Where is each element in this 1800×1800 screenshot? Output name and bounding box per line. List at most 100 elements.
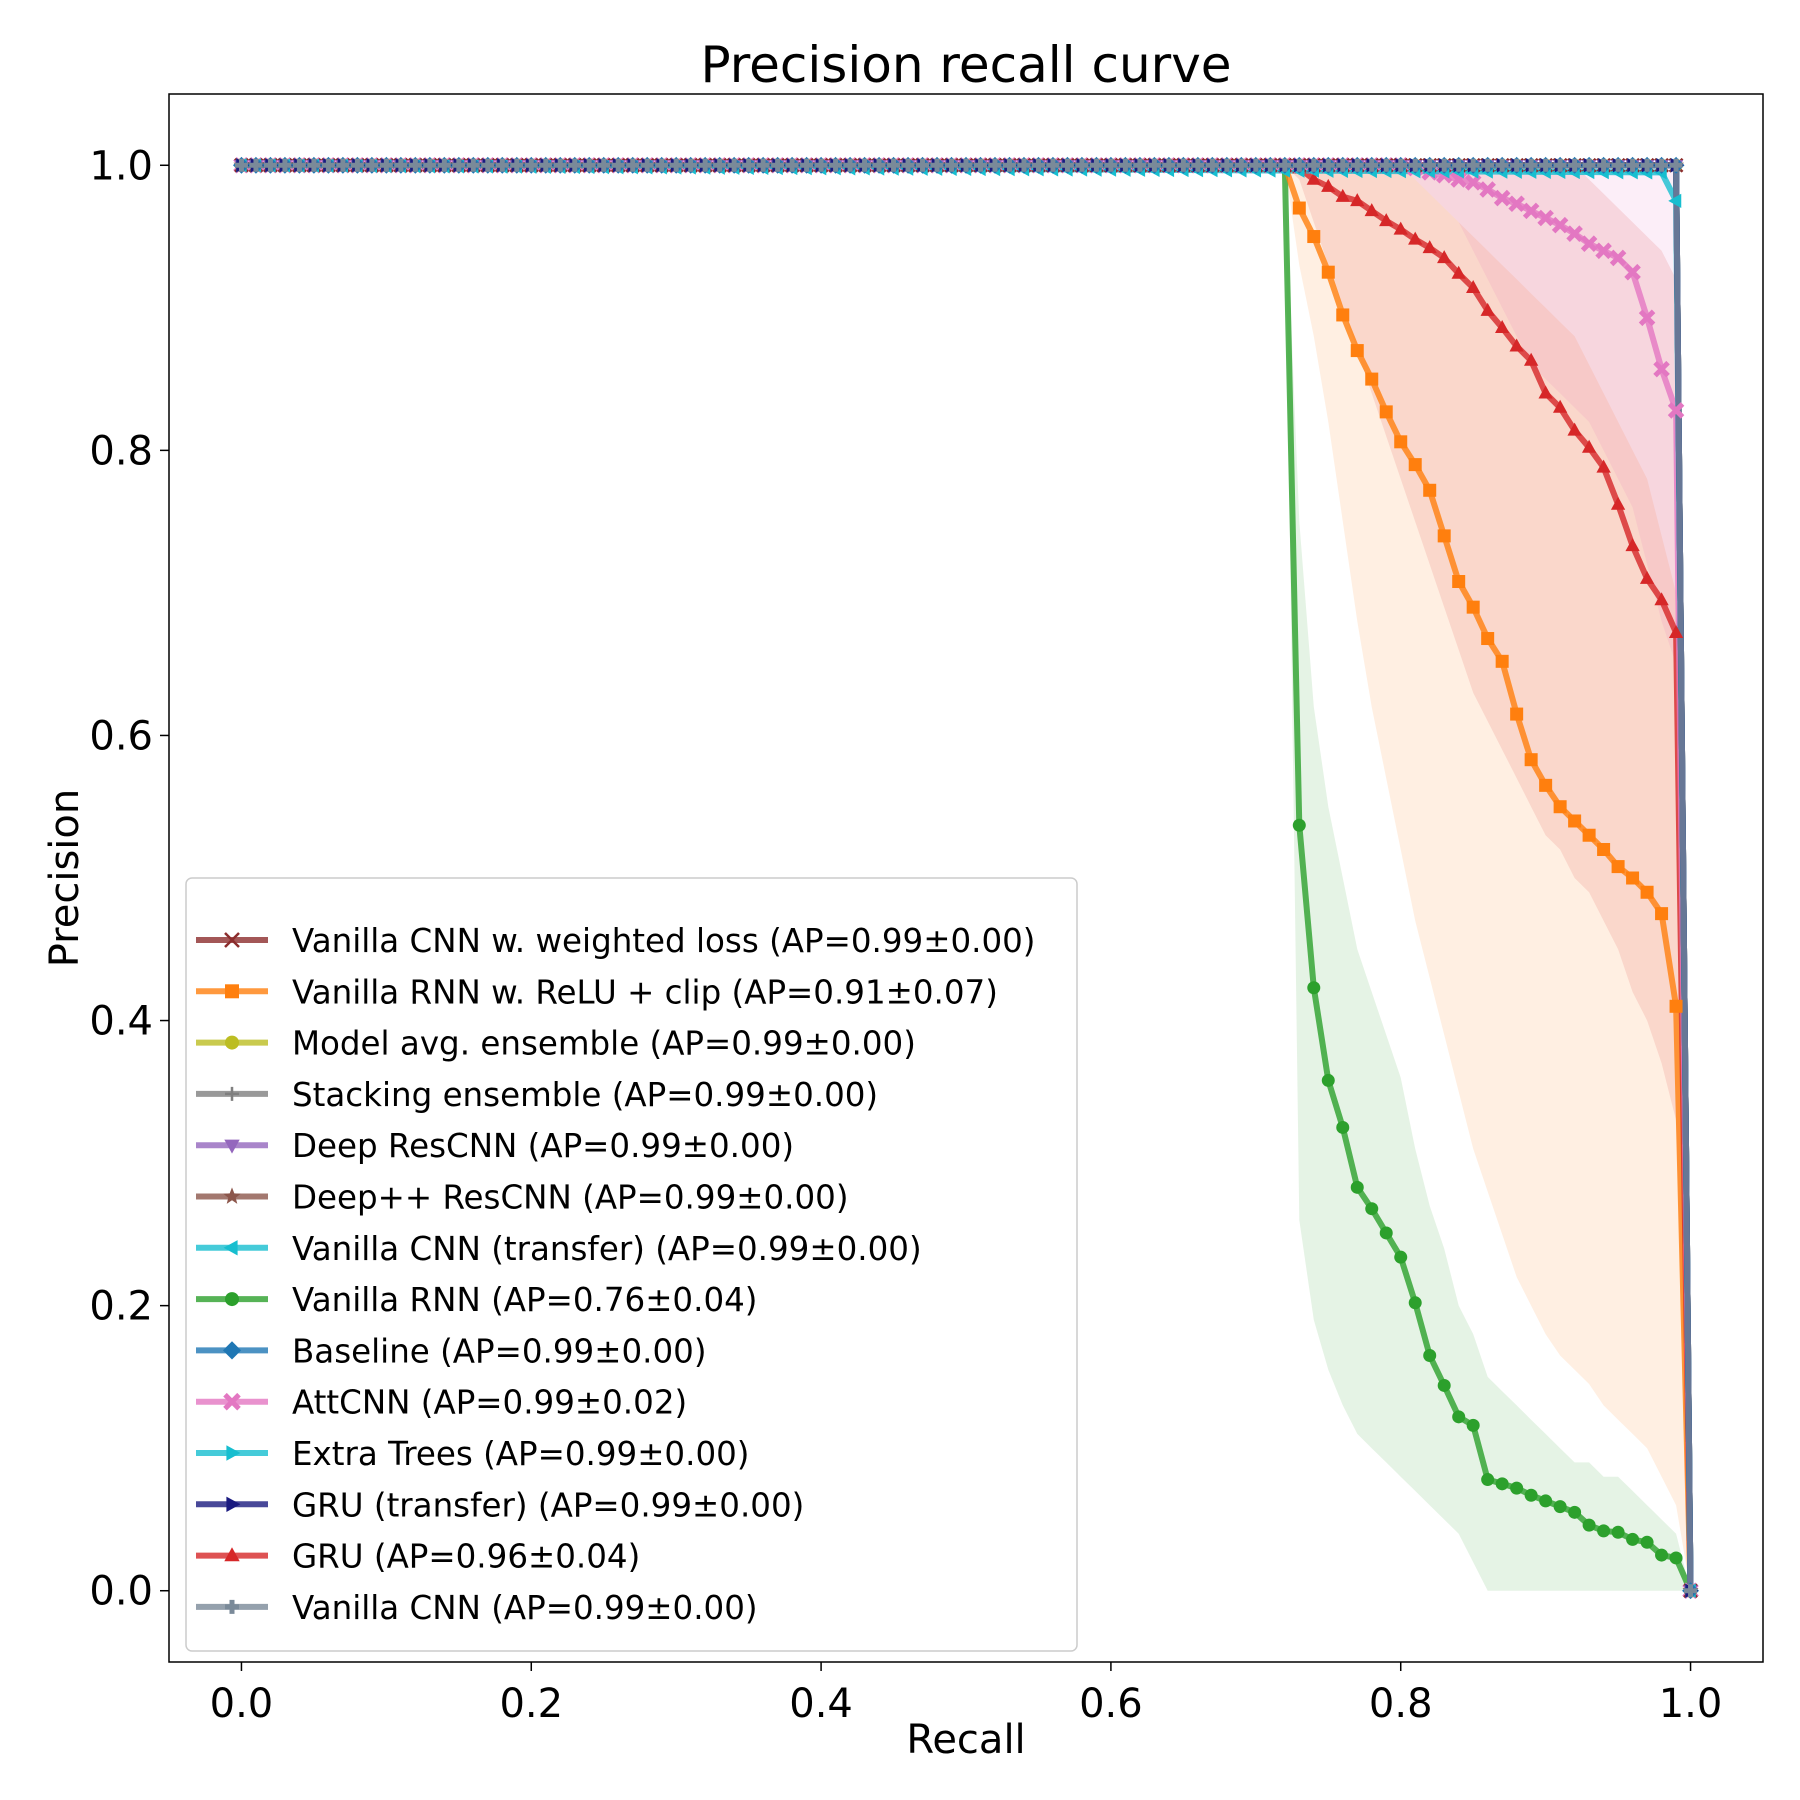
marker-gru [1466, 280, 1481, 294]
marker-vanilla-rnn-w-relu-clip [1466, 600, 1480, 614]
marker-vanilla-cnn [1002, 158, 1016, 172]
x-tick-label: 0.0 [210, 1681, 274, 1727]
marker-vanilla-rnn-w-relu-clip [1394, 435, 1408, 449]
marker-gru [1408, 231, 1423, 245]
marker-vanilla-cnn [1466, 158, 1480, 172]
marker-gru [1610, 496, 1626, 510]
marker-attcnn [1566, 225, 1583, 242]
marker-vanilla-cnn [1205, 158, 1219, 172]
marker-vanilla-rnn-w-relu-clip [1611, 860, 1625, 874]
legend-marker [224, 932, 240, 948]
x-axis-label: Recall [906, 1717, 1025, 1763]
marker-gru [1654, 592, 1669, 606]
marker-vanilla-cnn [1220, 158, 1234, 172]
marker-vanilla-rnn-w-relu-clip [1350, 344, 1364, 358]
legend-label: Vanilla CNN w. weighted loss (AP=0.99±0.… [292, 922, 1036, 960]
marker-vanilla-cnn [742, 158, 756, 172]
y-tick-label: 0.8 [89, 428, 153, 474]
marker-vanilla-rnn-w-relu-clip [1408, 458, 1422, 472]
marker-gru [1364, 203, 1379, 217]
marker-vanilla-cnn [1234, 158, 1248, 172]
marker-gru [1567, 422, 1582, 436]
y-tick-label: 0.6 [89, 713, 153, 759]
marker-vanilla-cnn [1046, 158, 1060, 172]
marker-vanilla-cnn [408, 158, 422, 172]
marker-vanilla-cnn [1249, 158, 1263, 172]
marker-vanilla-cnn [945, 158, 959, 172]
marker-vanilla-cnn [307, 158, 321, 172]
marker-vanilla-cnn [597, 158, 611, 172]
legend-label: GRU (AP=0.96±0.04) [292, 1538, 640, 1576]
y-axis: 0.0 0.2 0.4 0.6 0.8 1.0 [89, 143, 169, 1615]
x-tick-label: 1.0 [1659, 1681, 1723, 1727]
legend-marker [225, 984, 239, 999]
marker-vanilla-cnn [611, 158, 625, 172]
marker-vanilla-rnn [1350, 1180, 1364, 1194]
marker-vanilla-rnn [1336, 1120, 1350, 1134]
marker-vanilla-rnn [1611, 1525, 1625, 1539]
marker-vanilla-rnn-w-relu-clip [1307, 230, 1321, 244]
marker-vanilla-cnn [1104, 158, 1118, 172]
marker-gru [1480, 302, 1495, 316]
band-vanilla-rnn [241, 165, 1691, 1591]
marker-vanilla-rnn [1394, 1250, 1408, 1264]
legend-marker [225, 1086, 239, 1101]
marker-vanilla-cnn [510, 158, 524, 172]
marker-gru [1422, 240, 1437, 254]
marker-vanilla-cnn [814, 158, 828, 172]
marker-vanilla-cnn [582, 158, 596, 172]
legend: Vanilla CNN w. weighted loss (AP=0.99±0.… [185, 877, 1078, 1652]
marker-vanilla-cnn [1292, 158, 1306, 172]
marker-vanilla-cnn [1553, 158, 1567, 172]
marker-gru [1625, 538, 1640, 552]
legend-marker [225, 1035, 239, 1050]
marker-vanilla-cnn [350, 158, 364, 172]
marker-vanilla-cnn [1626, 158, 1640, 172]
y-tick-label: 1.0 [89, 143, 153, 189]
marker-vanilla-cnn [336, 158, 350, 172]
marker-vanilla-cnn [452, 158, 466, 172]
marker-vanilla-rnn-w-relu-clip [1597, 842, 1611, 856]
marker-vanilla-cnn [858, 158, 872, 172]
band-vanilla-rnn-w-relu-clip [241, 165, 1691, 1591]
legend-label: AttCNN (AP=0.99±0.02) [292, 1384, 687, 1422]
marker-vanilla-rnn-w-relu-clip [1582, 828, 1596, 842]
marker-vanilla-rnn [1307, 981, 1321, 995]
marker-gru [1509, 338, 1524, 352]
marker-vanilla-rnn [1466, 1418, 1480, 1432]
marker-vanilla-cnn [1611, 158, 1625, 172]
marker-vanilla-rnn [1481, 1473, 1495, 1487]
marker-vanilla-cnn [394, 158, 408, 172]
marker-vanilla-cnn [1437, 158, 1451, 172]
marker-vanilla-cnn [1147, 158, 1161, 172]
chart-title: Precision recall curve [700, 36, 1231, 94]
legend-label: Deep++ ResCNN (AP=0.99±0.00) [292, 1179, 849, 1217]
marker-gru [1335, 188, 1350, 202]
marker-vanilla-rnn [1539, 1494, 1553, 1508]
y-tick-label: 0.0 [89, 1569, 153, 1615]
marker-vanilla-cnn [263, 158, 277, 172]
marker-vanilla-rnn-w-relu-clip [1510, 707, 1524, 721]
marker-attcnn [1537, 209, 1554, 227]
marker-gru [1538, 385, 1553, 399]
marker-vanilla-cnn [321, 158, 335, 172]
x-axis: 0.0 0.2 0.4 0.6 0.8 1.0 [210, 1662, 1723, 1727]
marker-vanilla-cnn [1017, 158, 1031, 172]
marker-vanilla-rnn-w-relu-clip [1379, 405, 1393, 419]
marker-gru [1639, 570, 1655, 584]
marker-vanilla-cnn [1365, 158, 1379, 172]
marker-gru [1581, 439, 1597, 453]
marker-vanilla-cnn [249, 158, 263, 172]
marker-vanilla-cnn [539, 158, 553, 172]
marker-vanilla-rnn-w-relu-clip [1336, 308, 1350, 322]
marker-vanilla-rnn [1640, 1535, 1654, 1549]
marker-vanilla-cnn [988, 158, 1002, 172]
marker-vanilla-rnn-w-relu-clip [1437, 529, 1451, 543]
series-markers [233, 156, 1699, 1600]
marker-vanilla-cnn [1191, 158, 1205, 172]
marker-vanilla-rnn [1626, 1532, 1640, 1546]
marker-vanilla-cnn [1278, 158, 1292, 172]
marker-vanilla-cnn [713, 158, 727, 172]
marker-vanilla-rnn-w-relu-clip [1481, 632, 1495, 646]
